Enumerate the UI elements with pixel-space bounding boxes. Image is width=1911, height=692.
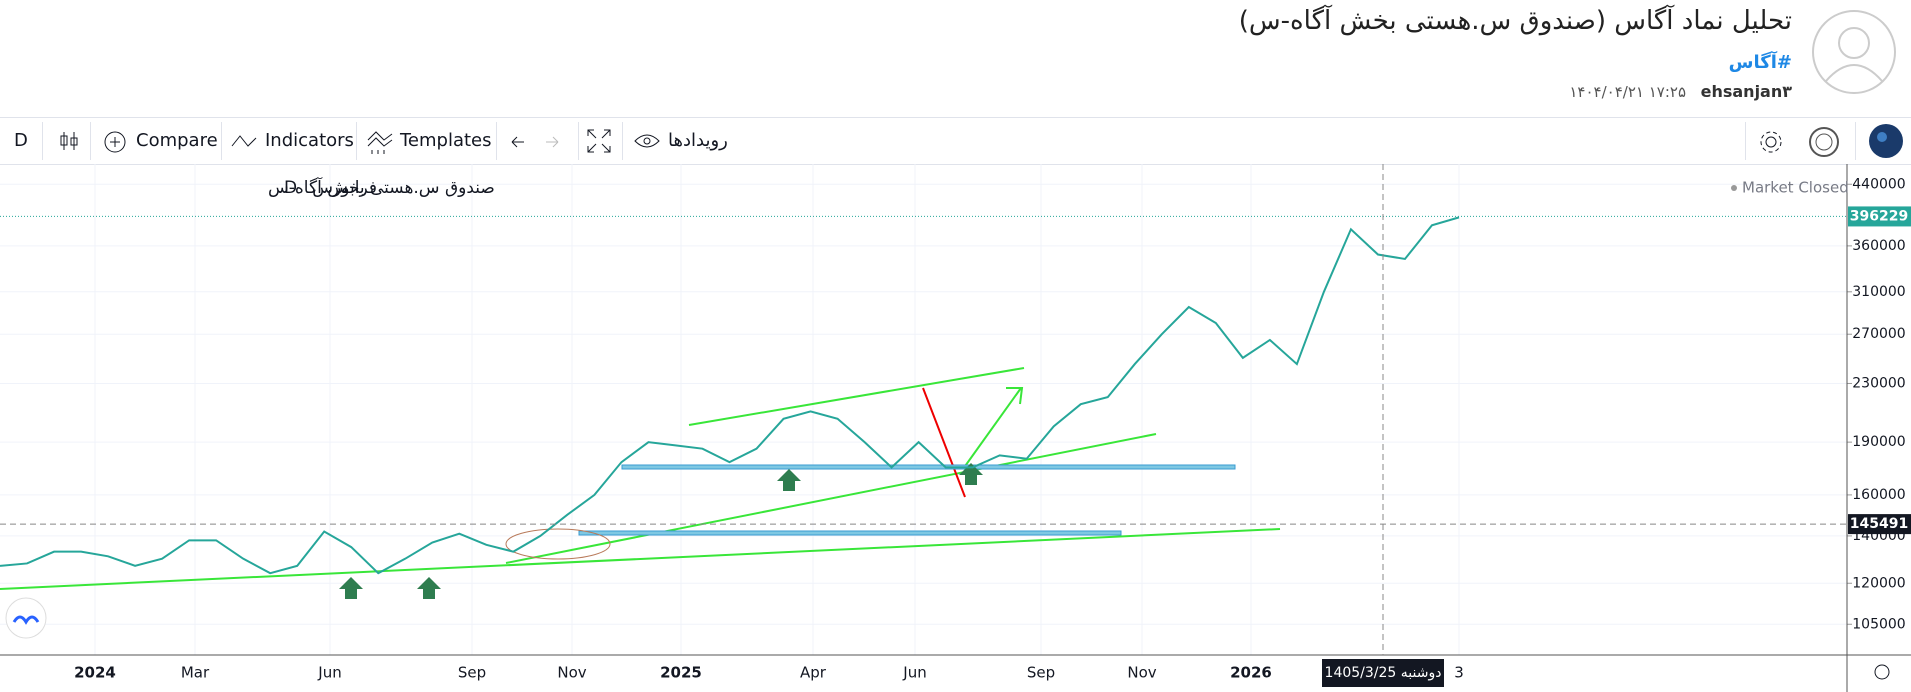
events-button[interactable]: رویدادها	[668, 130, 728, 151]
post-date: ۱۷:۲۵ ۱۴۰۴/۰۴/۲۱	[1569, 83, 1686, 101]
y-tick-label: 270000	[1852, 326, 1905, 342]
x-tick-label: Nov	[557, 664, 586, 682]
toolbar: D Compare Indicators Templates رویدادها	[0, 117, 1911, 165]
fullscreen-icon[interactable]	[586, 128, 612, 154]
author[interactable]: ehsanjan۳	[1700, 82, 1792, 101]
trend-line	[962, 387, 1022, 470]
post-title: تحلیل نماد آگاس (صندوق س.هستی بخش آگاه-س…	[1238, 6, 1792, 36]
avatar	[1812, 10, 1896, 94]
y-tick-label: 120000	[1852, 575, 1905, 591]
settings-icon[interactable]	[1757, 128, 1785, 156]
x-tick-label: Apr	[800, 664, 827, 682]
chart-type-icon[interactable]	[58, 130, 80, 152]
y-tick-label: 440000	[1852, 176, 1905, 192]
x-tick-label: 2026	[1230, 664, 1272, 682]
undo-redo[interactable]	[506, 130, 566, 154]
crosshair-price-tag	[1848, 514, 1911, 535]
up-arrow	[339, 577, 363, 599]
x-tick-label: 2025	[660, 664, 702, 682]
trend-line	[0, 528, 1281, 590]
tag[interactable]: #آگاس	[1728, 52, 1792, 73]
x-tick-label: 2024	[74, 664, 116, 682]
up-arrow	[959, 463, 983, 485]
y-tick-label: 105000	[1852, 616, 1905, 632]
x-tick-label: Mar	[181, 664, 210, 682]
status-dot	[1731, 185, 1737, 191]
indicators-icon[interactable]	[230, 130, 258, 154]
compare-icon[interactable]	[103, 130, 127, 154]
crosshair-date-tag	[1322, 659, 1444, 687]
logo-icon	[12, 615, 40, 625]
x-tick-label: Sep	[1027, 664, 1055, 682]
x-tick-label: Sep	[458, 664, 486, 682]
symbol-name: صندوق س.هستی بخش آگاه-س	[268, 176, 495, 198]
chart: 1050001200001400001600001900002300002700…	[0, 164, 1911, 692]
indicators-button[interactable]: Indicators	[265, 130, 354, 151]
compare-button[interactable]: Compare	[136, 130, 218, 151]
up-arrow	[777, 469, 801, 491]
support-band	[621, 464, 1236, 470]
trend-line	[688, 367, 1025, 426]
interval-button[interactable]: D	[14, 130, 28, 151]
x-tick-label: Nov	[1127, 664, 1156, 682]
market-status: Market Closed	[1742, 179, 1849, 197]
crosshair-date-label: 1405/3/25 دوشنبه	[1325, 665, 1442, 681]
x-tick-label: Jun	[317, 664, 341, 682]
trend-line	[922, 387, 966, 498]
x-tick-label: 3	[1454, 664, 1464, 682]
templates-icon[interactable]	[366, 128, 394, 156]
y-tick-label: 360000	[1852, 238, 1905, 254]
last-price-tag	[1848, 206, 1911, 227]
support-band	[578, 530, 1122, 536]
settings-gear	[1874, 664, 1890, 680]
highlight	[505, 528, 611, 560]
y-tick-label: 310000	[1852, 284, 1905, 300]
up-arrow	[417, 577, 441, 599]
y-tick-label: 160000	[1852, 487, 1905, 503]
arrow-head	[1006, 387, 1024, 405]
logo-badge	[5, 597, 47, 639]
y-tick-label: 230000	[1852, 375, 1905, 391]
replay-icon[interactable]	[1807, 125, 1841, 159]
x-tick-label: Jun	[902, 664, 926, 682]
exchange-name: فرابورس	[312, 178, 377, 198]
legend-interval: D	[284, 178, 297, 198]
events-icon[interactable]	[634, 132, 660, 150]
y-tick-label: 190000	[1852, 434, 1905, 450]
crosshair-price-label: 145491	[1850, 516, 1908, 532]
templates-button[interactable]: Templates	[400, 130, 492, 151]
profile-icon[interactable]	[1868, 123, 1904, 159]
trend-line	[505, 433, 1157, 564]
price-line	[0, 216, 1460, 575]
last-price-label: 396229	[1850, 208, 1908, 224]
